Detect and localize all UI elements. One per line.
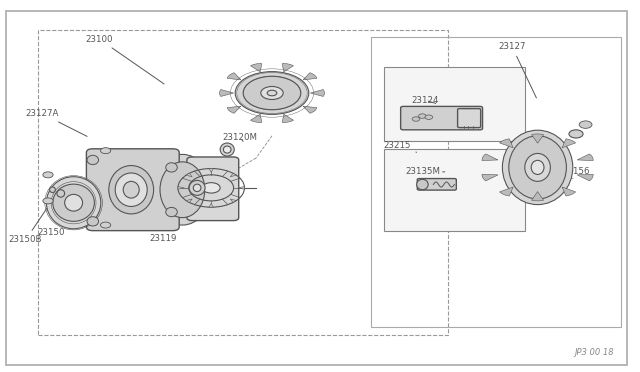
Text: 23127A: 23127A	[25, 109, 87, 137]
Wedge shape	[209, 169, 213, 172]
Text: 23150B: 23150B	[9, 199, 53, 244]
Bar	[384, 67, 525, 141]
Text: 23215: 23215	[383, 141, 417, 152]
Ellipse shape	[166, 208, 177, 217]
Ellipse shape	[50, 187, 56, 193]
Ellipse shape	[223, 146, 231, 153]
Wedge shape	[230, 199, 236, 202]
Text: 23108: 23108	[195, 170, 225, 186]
Text: 23120M: 23120M	[223, 133, 257, 142]
Ellipse shape	[502, 130, 573, 205]
Wedge shape	[209, 203, 213, 207]
Text: 23120MA: 23120MA	[117, 150, 164, 166]
Ellipse shape	[115, 173, 147, 206]
Wedge shape	[303, 73, 317, 80]
Wedge shape	[220, 90, 234, 96]
Ellipse shape	[243, 76, 301, 110]
Ellipse shape	[154, 154, 211, 225]
Wedge shape	[577, 174, 593, 181]
Ellipse shape	[236, 72, 309, 115]
Wedge shape	[227, 73, 241, 80]
Ellipse shape	[220, 143, 234, 156]
FancyBboxPatch shape	[86, 149, 179, 231]
FancyBboxPatch shape	[187, 157, 239, 221]
Ellipse shape	[87, 217, 99, 226]
Ellipse shape	[47, 177, 101, 229]
Bar	[371, 37, 621, 327]
Wedge shape	[500, 187, 513, 196]
Wedge shape	[282, 114, 294, 122]
Wedge shape	[250, 64, 262, 72]
Ellipse shape	[202, 183, 220, 193]
Circle shape	[43, 198, 53, 204]
Wedge shape	[562, 187, 575, 196]
Ellipse shape	[123, 182, 140, 198]
Circle shape	[100, 148, 111, 154]
Circle shape	[419, 114, 426, 118]
Ellipse shape	[417, 179, 428, 190]
Text: 23119: 23119	[150, 203, 177, 243]
Wedge shape	[482, 174, 498, 181]
Wedge shape	[500, 139, 513, 148]
Bar	[384, 149, 525, 231]
Ellipse shape	[193, 184, 201, 192]
Wedge shape	[562, 139, 575, 148]
Text: 23200: 23200	[63, 212, 93, 224]
Circle shape	[579, 121, 592, 128]
Ellipse shape	[160, 162, 205, 218]
Wedge shape	[577, 154, 593, 161]
Circle shape	[425, 115, 433, 119]
Wedge shape	[250, 114, 262, 122]
Text: 23135M: 23135M	[405, 167, 445, 176]
Wedge shape	[310, 90, 324, 96]
Ellipse shape	[87, 155, 99, 165]
Ellipse shape	[109, 166, 154, 214]
Ellipse shape	[166, 163, 177, 172]
Circle shape	[412, 117, 420, 121]
Wedge shape	[186, 199, 192, 202]
Ellipse shape	[53, 184, 95, 221]
FancyBboxPatch shape	[401, 106, 483, 130]
Wedge shape	[238, 187, 244, 189]
Wedge shape	[178, 187, 184, 189]
Text: 23156: 23156	[563, 167, 589, 179]
Wedge shape	[230, 173, 236, 177]
Bar	[38, 30, 448, 335]
Ellipse shape	[531, 160, 544, 174]
Ellipse shape	[509, 136, 566, 199]
Wedge shape	[532, 192, 543, 201]
Text: 23102: 23102	[265, 79, 292, 88]
Ellipse shape	[65, 194, 83, 211]
Ellipse shape	[57, 190, 65, 197]
Ellipse shape	[525, 153, 550, 181]
Wedge shape	[532, 134, 543, 143]
Text: 23124: 23124	[412, 96, 439, 105]
Circle shape	[100, 222, 111, 228]
FancyBboxPatch shape	[458, 109, 481, 128]
Text: 23100: 23100	[86, 35, 164, 84]
Ellipse shape	[569, 130, 583, 138]
Circle shape	[43, 172, 53, 178]
Wedge shape	[227, 106, 241, 113]
Ellipse shape	[261, 86, 284, 100]
Wedge shape	[282, 64, 294, 72]
FancyBboxPatch shape	[417, 179, 456, 190]
Text: JP3 00 18: JP3 00 18	[575, 348, 614, 357]
Ellipse shape	[268, 90, 277, 96]
Wedge shape	[303, 106, 317, 113]
Ellipse shape	[189, 180, 205, 195]
Wedge shape	[482, 154, 498, 161]
Text: 23127: 23127	[499, 42, 536, 98]
Wedge shape	[186, 173, 192, 177]
Text: 23150: 23150	[38, 207, 66, 237]
